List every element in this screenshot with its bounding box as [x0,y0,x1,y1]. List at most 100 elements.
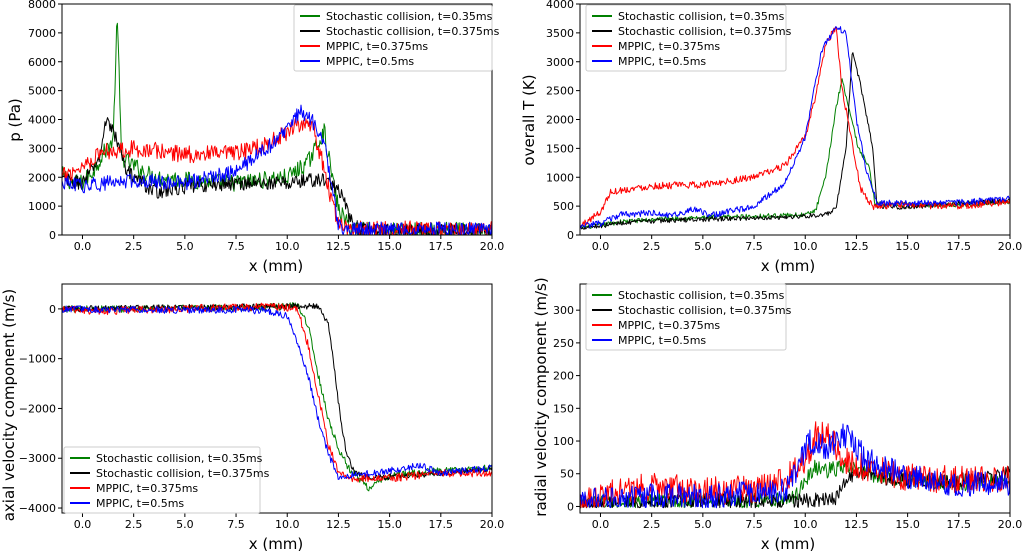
x-tick-label: 15.0 [895,240,920,253]
x-tick-label: 2.5 [643,518,661,531]
x-tick-label: 17.5 [429,240,454,253]
y-tick-label: 1000 [546,171,574,184]
x-tick-label: 20.0 [480,240,505,253]
legend-box [63,446,261,514]
legend-label-s4: MPPIC, t=0.5ms [326,55,414,68]
x-tick-label: 12.5 [844,518,869,531]
x-tick-label: 15.0 [377,240,402,253]
series-line-4 [579,26,1011,229]
x-tick-label: 5.0 [694,240,712,253]
y-tick-label: −3000 [19,452,56,465]
legend-label-s2: Stochastic collision, t=0.375ms [326,25,500,38]
x-tick-label: 10.0 [793,518,818,531]
xlabel-temperature: x (mm) [761,257,816,275]
y-tick-label: 3000 [28,142,56,155]
series-line-4 [61,104,493,236]
legend-radial: Stochastic collision, t=0.35ms Stochasti… [585,283,792,351]
x-tick-label: 0.0 [74,240,92,253]
legend-label-s1: Stochastic collision, t=0.35ms [618,10,785,23]
y-tick-label: 100 [553,435,574,448]
y-tick-label: 200 [553,370,574,383]
legend-label-s2: Stochastic collision, t=0.375ms [618,25,792,38]
legend-label-s4: MPPIC, t=0.5ms [618,55,706,68]
y-tick-label: 2500 [546,85,574,98]
plot-frame [579,283,1011,514]
legend-label-s1: Stochastic collision, t=0.35ms [326,10,493,23]
x-tick-label: 0.0 [592,240,610,253]
x-tick-label: 5.0 [694,518,712,531]
y-tick-label: 1500 [546,142,574,155]
panel-temperature: 0.0 2.5 5.0 7.5 10.0 12.5 15.0 17.5 20.0 0 500 1000… [546,0,1022,253]
y-tick-label: 0 [49,229,56,242]
x-tick-label: 10.0 [275,240,300,253]
y-tick-label: 3500 [546,27,574,40]
x-tick-label: 7.5 [227,240,245,253]
ylabel-temperature: overall T (K) [520,74,538,165]
y-tick-label: 50 [560,468,574,481]
xlabel-pressure: x (mm) [249,257,304,275]
series-line-4 [61,305,493,480]
series-line-3 [579,26,1011,227]
y-tick-label: 5000 [28,85,56,98]
x-tick-label: 0.0 [592,518,610,531]
x-tick-label: 5.0 [176,240,194,253]
legend-temperature: Stochastic collision, t=0.35ms Stochasti… [585,4,792,72]
legend-label-s4: MPPIC, t=0.5ms [96,497,184,510]
legend-label-s4: MPPIC, t=0.5ms [618,334,706,347]
x-tick-label: 12.5 [844,240,869,253]
x-tick-label: 0.0 [74,518,92,531]
x-tick-label: 2.5 [643,240,661,253]
y-tick-label: 1000 [28,200,56,213]
panel-radial-velocity: 0.0 2.5 5.0 7.5 10.0 12.5 15.0 17.5 20.0 0 50 100 15… [553,283,1023,531]
legend-box [293,4,493,72]
y-tick-label: 2000 [546,114,574,127]
plot-frame [61,283,493,514]
legend-label-s3: MPPIC, t=0.375ms [618,40,720,53]
legend-label-s3: MPPIC, t=0.375ms [618,319,720,332]
x-tick-label: 17.5 [947,240,972,253]
x-tick-label: 20.0 [480,518,505,531]
y-tick-label: 300 [553,304,574,317]
panel-pressure: 0.0 2.5 5.0 7.5 10.0 12.5 15.0 17.5 20.0 0 1000 200… [28,0,504,253]
y-tick-label: 500 [553,200,574,213]
y-tick-label: 4000 [546,0,574,11]
legend-pressure: Stochastic collision, t=0.35ms Stochasti… [293,4,500,72]
x-tick-label: 2.5 [125,518,143,531]
panel-axial-velocity: 0.0 2.5 5.0 7.5 10.0 12.5 15.0 17.5 20.0 −4000 −30… [19,283,505,531]
legend-label-s3: MPPIC, t=0.375ms [326,40,428,53]
x-tick-label: 15.0 [895,518,920,531]
series-line-4 [579,423,1011,509]
x-tick-label: 15.0 [377,518,402,531]
y-tick-label: 2000 [28,171,56,184]
y-tick-label: −4000 [19,502,56,515]
y-tick-label: 0 [567,229,574,242]
legend-label-s1: Stochastic collision, t=0.35ms [96,452,263,465]
y-tick-label: −1000 [19,353,56,366]
x-tick-label: 5.0 [176,518,194,531]
xlabel-axial: x (mm) [249,535,304,553]
ylabel-radial: radial velocity component (m/s) [532,277,550,516]
legend-label-s3: MPPIC, t=0.375ms [96,482,198,495]
y-tick-label: 0 [49,303,56,316]
y-tick-label: 250 [553,337,574,350]
y-tick-label: 7000 [28,27,56,40]
x-tick-label: 7.5 [745,240,763,253]
y-tick-label: −2000 [19,402,56,415]
legend-box [585,4,787,72]
legend-label-s2: Stochastic collision, t=0.375ms [618,304,792,317]
y-tick-label: 0 [567,500,574,513]
ylabel-pressure: p (Pa) [6,98,24,142]
y-tick-label: 4000 [28,114,56,127]
xlabel-radial: x (mm) [761,535,816,553]
y-tick-label: 150 [553,402,574,415]
x-tick-label: 12.5 [326,240,351,253]
x-tick-label: 7.5 [227,518,245,531]
x-tick-label: 2.5 [125,240,143,253]
x-tick-label: 7.5 [745,518,763,531]
y-tick-label: 8000 [28,0,56,11]
x-tick-label: 10.0 [275,518,300,531]
legend-label-s1: Stochastic collision, t=0.35ms [618,289,785,302]
x-tick-label: 20.0 [998,518,1023,531]
x-tick-label: 10.0 [793,240,818,253]
